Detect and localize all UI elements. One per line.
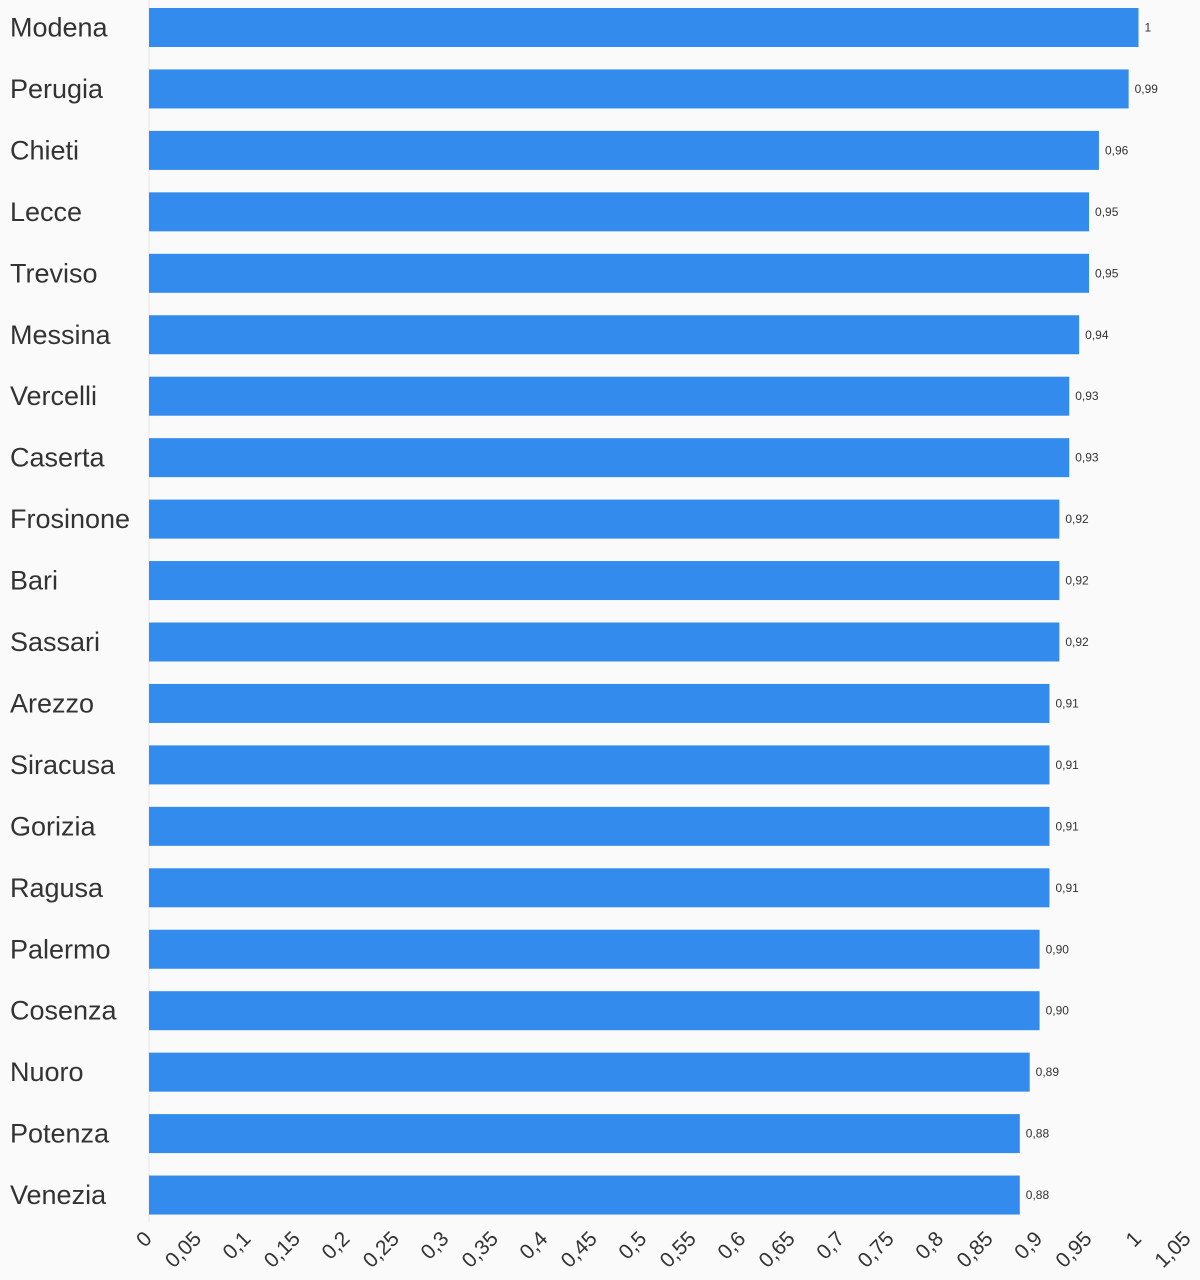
bar-venezia	[149, 1175, 1020, 1215]
value-label: 0,95	[1095, 266, 1119, 280]
x-tick-label: 0,05	[161, 1227, 206, 1272]
x-tick-label: 0,5	[614, 1227, 651, 1264]
value-label: 0,95	[1095, 205, 1119, 219]
value-label: 1	[1145, 21, 1152, 35]
value-label: 0,91	[1055, 758, 1079, 772]
value-label: 0,90	[1046, 942, 1070, 956]
value-label: 0,99	[1135, 82, 1159, 96]
category-label: Vercelli	[10, 381, 97, 411]
category-label: Chieti	[10, 135, 79, 165]
x-tick-label: 0	[132, 1227, 157, 1252]
category-label: Messina	[10, 320, 112, 350]
x-tick-label: 0,95	[1051, 1227, 1096, 1272]
value-labels-group: 1 0,99 0,96 0,95 0,95 0,94 0,93 0,93 0,92 0,92 0,9…	[1026, 21, 1159, 1203]
bar-arezzo	[149, 683, 1050, 723]
category-label: Cosenza	[10, 996, 118, 1026]
category-label: Caserta	[10, 443, 106, 473]
bar-messina	[149, 315, 1080, 355]
bar-lecce	[149, 192, 1090, 232]
x-tick-label: 0,3	[416, 1227, 453, 1264]
value-label: 0,91	[1055, 696, 1079, 710]
bars-group	[149, 8, 1139, 1215]
bar-bari	[149, 561, 1060, 601]
category-label: Perugia	[10, 74, 104, 104]
x-tick-label: 0,75	[854, 1227, 899, 1272]
x-tick-label: 0,7	[812, 1227, 849, 1264]
x-tick-label: 0,85	[952, 1227, 997, 1272]
bar-modena	[149, 8, 1139, 47]
x-tick-label: 0,9	[1010, 1227, 1047, 1264]
category-label: Bari	[10, 566, 58, 596]
x-tick-label: 0,8	[911, 1227, 948, 1264]
x-tick-label: 0,4	[515, 1227, 552, 1264]
x-tick-label: 0,1	[219, 1227, 256, 1264]
bar-sassari	[149, 622, 1060, 662]
category-labels-group: Modena Perugia Chieti Lecce Treviso Messina Ve…	[10, 13, 130, 1211]
x-axis-ticks-group: 0 0,05 0,1 0,15 0,2 0,25 0,3 0,35 0,4 0,45 0,5 0,55…	[132, 1227, 1196, 1272]
category-label: Potenza	[10, 1119, 110, 1149]
bar-gorizia	[149, 806, 1050, 846]
value-label: 0,96	[1105, 143, 1129, 157]
bar-vercelli	[149, 376, 1070, 416]
bar-potenza	[149, 1114, 1020, 1154]
x-tick-label: 0,6	[713, 1227, 750, 1264]
bar-nuoro	[149, 1052, 1030, 1092]
bar-caserta	[149, 438, 1070, 478]
x-tick-label: 1,05	[1150, 1227, 1195, 1272]
category-label: Venezia	[10, 1180, 107, 1210]
value-label: 0,92	[1065, 512, 1089, 526]
value-label: 0,94	[1085, 328, 1109, 342]
x-tick-label: 0,55	[656, 1227, 701, 1272]
category-label: Ragusa	[10, 873, 104, 903]
value-label: 0,88	[1026, 1127, 1050, 1141]
x-tick-label: 1	[1122, 1227, 1147, 1252]
x-tick-label: 0,45	[557, 1227, 602, 1272]
value-label: 0,90	[1046, 1004, 1070, 1018]
category-label: Gorizia	[10, 811, 97, 841]
category-label: Nuoro	[10, 1057, 84, 1087]
category-label: Arezzo	[10, 688, 94, 718]
value-label: 0,91	[1055, 881, 1079, 895]
category-label: Siracusa	[10, 750, 116, 780]
value-label: 0,92	[1065, 574, 1089, 588]
category-label: Modena	[10, 13, 109, 43]
category-label: Lecce	[10, 197, 82, 227]
category-label: Palermo	[10, 934, 111, 964]
bar-treviso	[149, 253, 1090, 293]
value-label: 0,91	[1055, 819, 1079, 833]
value-label: 0,88	[1026, 1188, 1050, 1202]
bar-ragusa	[149, 868, 1050, 908]
bar-palermo	[149, 929, 1040, 969]
x-tick-label: 0,2	[318, 1227, 355, 1264]
value-label: 0,92	[1065, 635, 1089, 649]
x-tick-label: 0,35	[458, 1227, 503, 1272]
bar-chieti	[149, 130, 1099, 170]
bar-siracusa	[149, 745, 1050, 785]
value-label: 0,93	[1075, 389, 1099, 403]
category-label: Treviso	[10, 258, 98, 288]
bar-frosinone	[149, 499, 1060, 539]
category-label: Frosinone	[10, 504, 130, 534]
x-tick-label: 0,65	[755, 1227, 800, 1272]
x-tick-label: 0,15	[260, 1227, 305, 1272]
category-label: Sassari	[10, 627, 100, 657]
x-tick-label: 0,25	[359, 1227, 404, 1272]
bar-perugia	[149, 69, 1129, 109]
value-label: 0,89	[1036, 1065, 1060, 1079]
bar-cosenza	[149, 991, 1040, 1031]
value-label: 0,93	[1075, 451, 1099, 465]
